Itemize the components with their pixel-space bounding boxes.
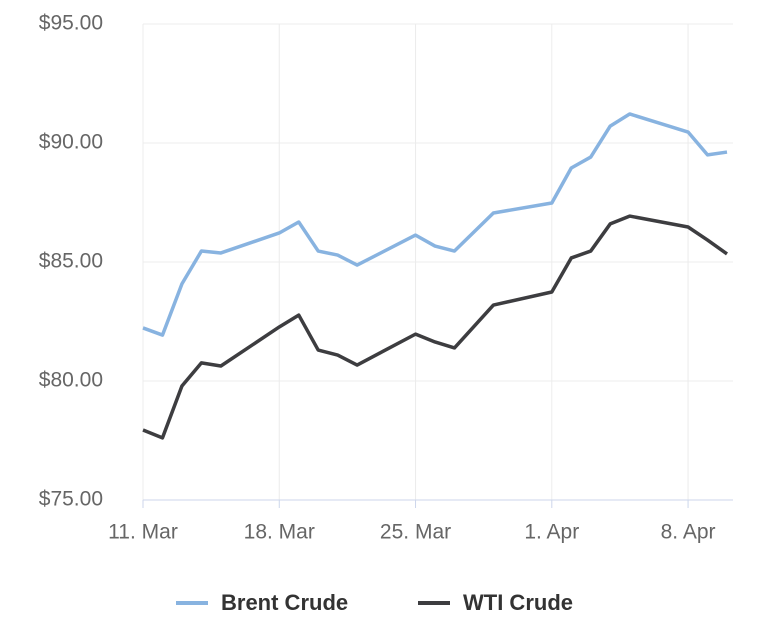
y-tick-label: $85.00 [39, 250, 103, 273]
legend-label: Brent Crude [221, 590, 348, 615]
legend-label: WTI Crude [463, 590, 573, 615]
series-line [142, 214, 729, 440]
y-tick-label: $80.00 [39, 369, 103, 392]
y-tick-label: $95.00 [39, 12, 103, 35]
x-tick-label: 25. Mar [380, 521, 451, 544]
y-tick-label: $90.00 [39, 131, 103, 154]
series-line [142, 112, 728, 337]
x-tick-label: 1. Apr [524, 521, 579, 544]
x-tick-label: 18. Mar [244, 521, 315, 544]
x-tick-label: 11. Mar [108, 521, 178, 544]
y-tick-label: $75.00 [39, 488, 103, 511]
x-tick-label: 8. Apr [661, 521, 716, 544]
